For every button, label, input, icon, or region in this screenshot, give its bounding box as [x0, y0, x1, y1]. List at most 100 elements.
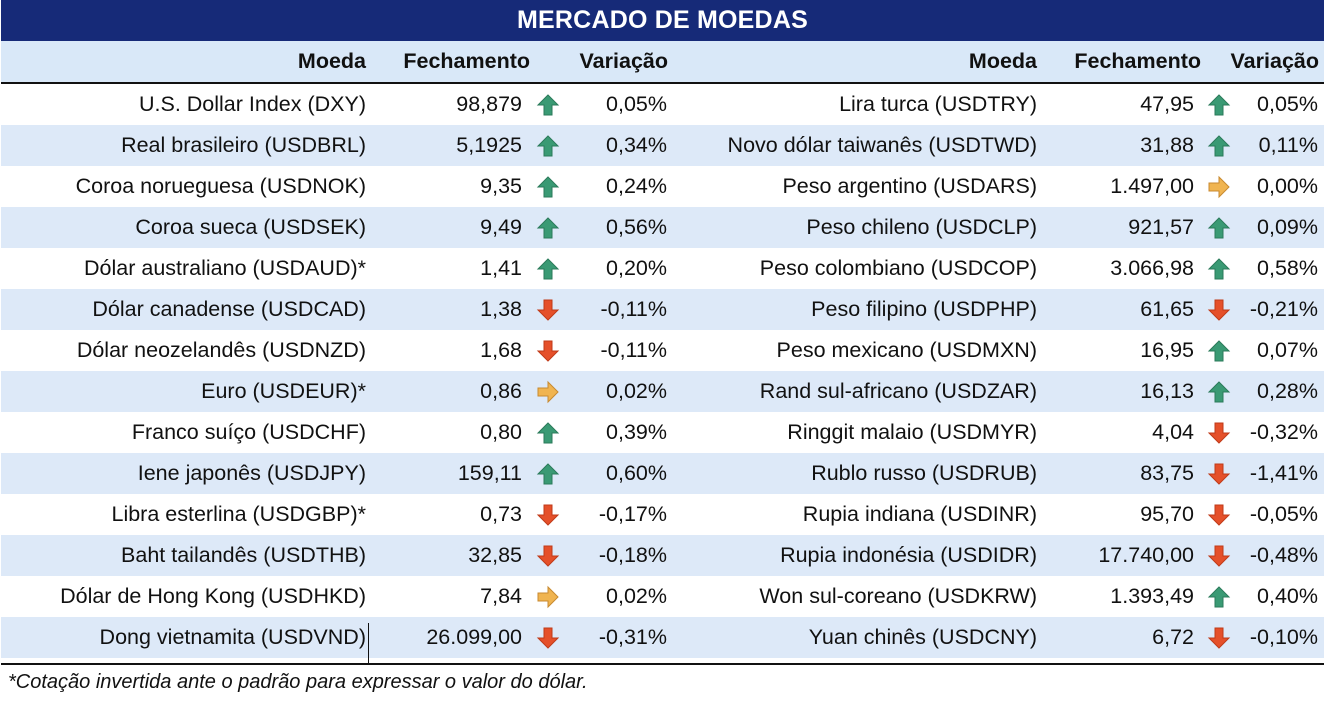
variation-value: 0,09%	[1257, 215, 1318, 239]
trend-indicator	[1207, 412, 1231, 453]
trend-indicator	[536, 125, 560, 166]
arrow-down-icon	[1207, 299, 1231, 321]
cell-border	[368, 623, 369, 663]
arrow-up-icon	[1207, 135, 1231, 157]
trend-indicator	[536, 248, 560, 289]
trend-indicator	[1207, 330, 1231, 371]
currency-name: Coroa sueca (USDSEK)	[135, 215, 366, 239]
trend-indicator	[1207, 248, 1231, 289]
currency-name: Lira turca (USDTRY)	[839, 92, 1037, 116]
table-header: Moeda Fechamento Variação Moeda Fechamen…	[1, 41, 1324, 84]
closing-value: 1,41	[480, 256, 522, 280]
table-row: Dólar canadense (USDCAD) 1,38 -0,11% Peso f…	[1, 289, 1324, 330]
closing-value: 32,85	[468, 543, 522, 567]
table-row: Real brasileiro (USDBRL) 5,1925 0,34% Novo …	[1, 125, 1324, 166]
trend-indicator	[1207, 576, 1231, 617]
trend-indicator	[536, 84, 560, 125]
table-body: U.S. Dollar Index (DXY) 98,879 0,05% Lira t…	[1, 84, 1324, 658]
trend-indicator	[1207, 84, 1231, 125]
currency-name: Baht tailandês (USDTHB)	[121, 543, 366, 567]
footnote: *Cotação invertida ante o padrão para ex…	[8, 671, 588, 693]
table-row: Dólar de Hong Kong (USDHKD) 7,84 0,02% Won …	[1, 576, 1324, 617]
variation-value: 0,28%	[1257, 379, 1318, 403]
closing-value: 4,04	[1152, 420, 1194, 444]
variation-value: 0,34%	[606, 133, 667, 157]
closing-value: 9,35	[480, 174, 522, 198]
currency-name: Libra esterlina (USDGBP)*	[111, 502, 366, 526]
variation-value: 0,11%	[1258, 133, 1318, 157]
variation-value: 0,02%	[606, 584, 667, 608]
header-variacao-left: Variação	[579, 49, 668, 73]
arrow-up-icon	[536, 258, 560, 280]
trend-indicator	[1207, 453, 1231, 494]
trend-indicator	[536, 453, 560, 494]
currency-name: Dólar australiano (USDAUD)*	[84, 256, 366, 280]
currency-name: Rupia indonésia (USDIDR)	[780, 543, 1037, 567]
variation-value: 0,58%	[1257, 256, 1318, 280]
table-row: Baht tailandês (USDTHB) 32,85 -0,18% Rupia …	[1, 535, 1324, 576]
variation-value: -0,11%	[600, 338, 667, 362]
table-row: Dólar neozelandês (USDNZD) 1,68 -0,11% Peso…	[1, 330, 1324, 371]
currency-name: U.S. Dollar Index (DXY)	[138, 92, 366, 116]
trend-indicator	[536, 617, 560, 658]
closing-value: 159,11	[457, 461, 522, 485]
header-moeda-right: Moeda	[968, 49, 1037, 73]
closing-value: 98,879	[456, 92, 522, 116]
trend-indicator	[536, 412, 560, 453]
currency-name: Dólar neozelandês (USDNZD)	[76, 338, 366, 362]
arrow-up-icon	[536, 217, 560, 239]
table-row: Coroa sueca (USDSEK) 9,49 0,56% Peso chilen…	[1, 207, 1324, 248]
table-row: U.S. Dollar Index (DXY) 98,879 0,05% Lira t…	[1, 84, 1324, 125]
trend-indicator	[1207, 494, 1231, 535]
trend-indicator	[1207, 207, 1231, 248]
table-row: Dólar australiano (USDAUD)* 1,41 0,20% Peso…	[1, 248, 1324, 289]
trend-indicator	[536, 494, 560, 535]
closing-value: 95,70	[1140, 502, 1194, 526]
variation-value: -0,48%	[1249, 543, 1318, 567]
variation-value: 0,20%	[606, 256, 667, 280]
table-row: Libra esterlina (USDGBP)* 0,73 -0,17% Rupia…	[1, 494, 1324, 535]
variation-value: 0,24%	[606, 174, 667, 198]
variation-value: 0,07%	[1257, 338, 1318, 362]
arrow-up-icon	[536, 422, 560, 444]
arrow-down-icon	[536, 545, 560, 567]
currency-name: Won sul-coreano (USDKRW)	[759, 584, 1037, 608]
currency-name: Real brasileiro (USDBRL)	[121, 133, 366, 157]
arrow-up-icon	[1207, 217, 1231, 239]
variation-value: -0,11%	[600, 297, 667, 321]
currency-name: Dong vietnamita (USDVND)	[99, 625, 366, 649]
currency-name: Euro (USDEUR)*	[201, 379, 366, 403]
variation-value: 0,40%	[1257, 584, 1318, 608]
currency-name: Novo dólar taiwanês (USDTWD)	[727, 133, 1037, 157]
arrow-up-icon	[1207, 340, 1231, 362]
table-bottom-border	[1, 663, 1324, 665]
variation-value: 0,00%	[1257, 174, 1318, 198]
arrow-right-icon	[537, 380, 559, 404]
arrow-up-icon	[536, 94, 560, 116]
currency-name: Iene japonês (USDJPY)	[137, 461, 366, 485]
table-row: Euro (USDEUR)* 0,86 0,02% Rand sul-africano…	[1, 371, 1324, 412]
variation-value: -0,21%	[1249, 297, 1318, 321]
trend-indicator	[536, 166, 560, 207]
variation-value: 0,60%	[606, 461, 667, 485]
arrow-right-icon	[537, 585, 559, 609]
closing-value: 26.099,00	[426, 625, 522, 649]
currency-name: Peso colombiano (USDCOP)	[759, 256, 1037, 280]
arrow-down-icon	[536, 340, 560, 362]
trend-indicator	[536, 535, 560, 576]
arrow-right-icon	[1208, 175, 1230, 199]
currency-name: Ringgit malaio (USDMYR)	[787, 420, 1037, 444]
variation-value: -0,17%	[598, 502, 667, 526]
variation-value: 0,39%	[606, 420, 667, 444]
currency-name: Peso argentino (USDARS)	[782, 174, 1037, 198]
closing-value: 16,95	[1140, 338, 1194, 362]
arrow-down-icon	[1207, 422, 1231, 444]
header-fechamento-left: Fechamento	[403, 49, 530, 73]
arrow-up-icon	[1207, 258, 1231, 280]
trend-indicator	[536, 371, 560, 412]
variation-value: -0,18%	[598, 543, 667, 567]
currency-name: Rupia indiana (USDINR)	[802, 502, 1037, 526]
closing-value: 9,49	[480, 215, 522, 239]
trend-indicator	[536, 330, 560, 371]
arrow-down-icon	[536, 627, 560, 649]
